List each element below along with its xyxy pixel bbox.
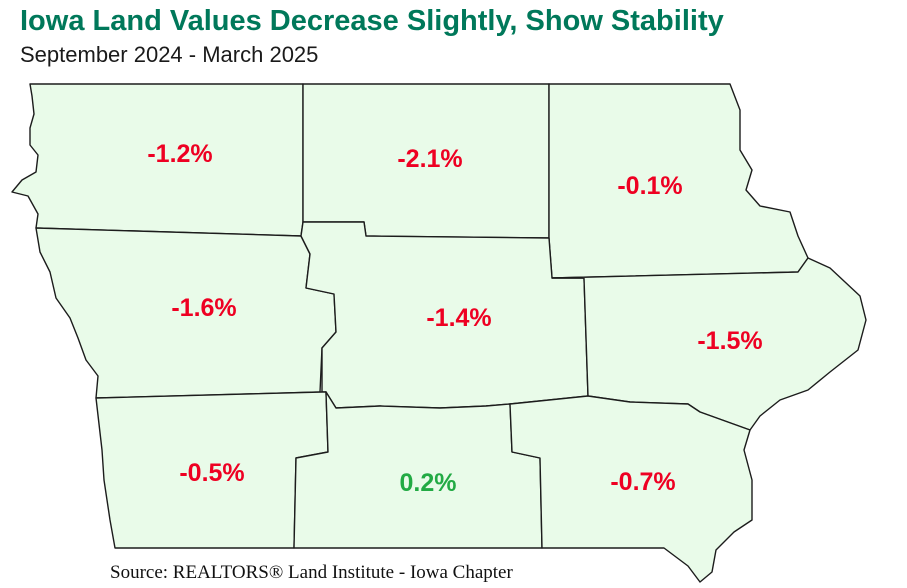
label-central: -1.4%: [426, 304, 491, 332]
label-north-central: -2.1%: [397, 145, 462, 173]
region-labels: -1.2% -2.1% -0.1% -1.6% -1.4% -1.5% -0.5…: [147, 140, 762, 497]
label-east-central: -1.5%: [697, 327, 762, 355]
source-note: Source: REALTORS® Land Institute - Iowa …: [110, 562, 513, 583]
label-northwest: -1.2%: [147, 140, 212, 168]
label-southeast: -0.7%: [610, 468, 675, 496]
label-west-central: -1.6%: [171, 294, 236, 322]
region-southeast: [509, 395, 753, 583]
page-subtitle: September 2024 - March 2025: [20, 42, 319, 67]
label-northeast: -0.1%: [617, 172, 682, 200]
label-southwest: -0.5%: [179, 459, 244, 487]
label-south-central: 0.2%: [400, 469, 457, 497]
map-regions: [11, 83, 867, 583]
page-title: Iowa Land Values Decrease Slightly, Show…: [20, 5, 724, 37]
